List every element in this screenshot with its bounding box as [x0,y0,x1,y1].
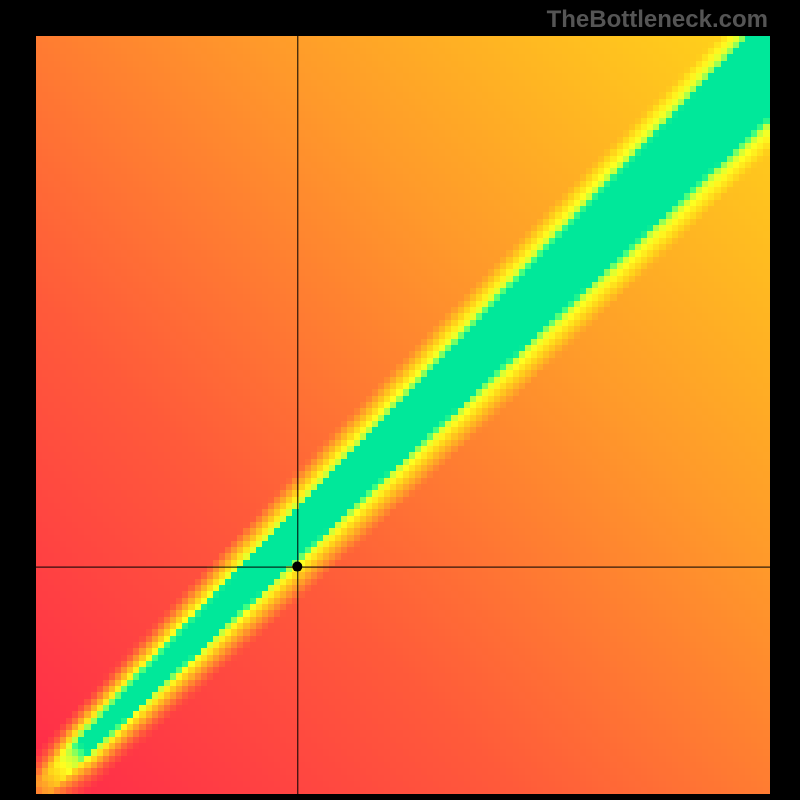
bottleneck-heatmap [36,36,770,794]
watermark-text: TheBottleneck.com [547,6,768,34]
